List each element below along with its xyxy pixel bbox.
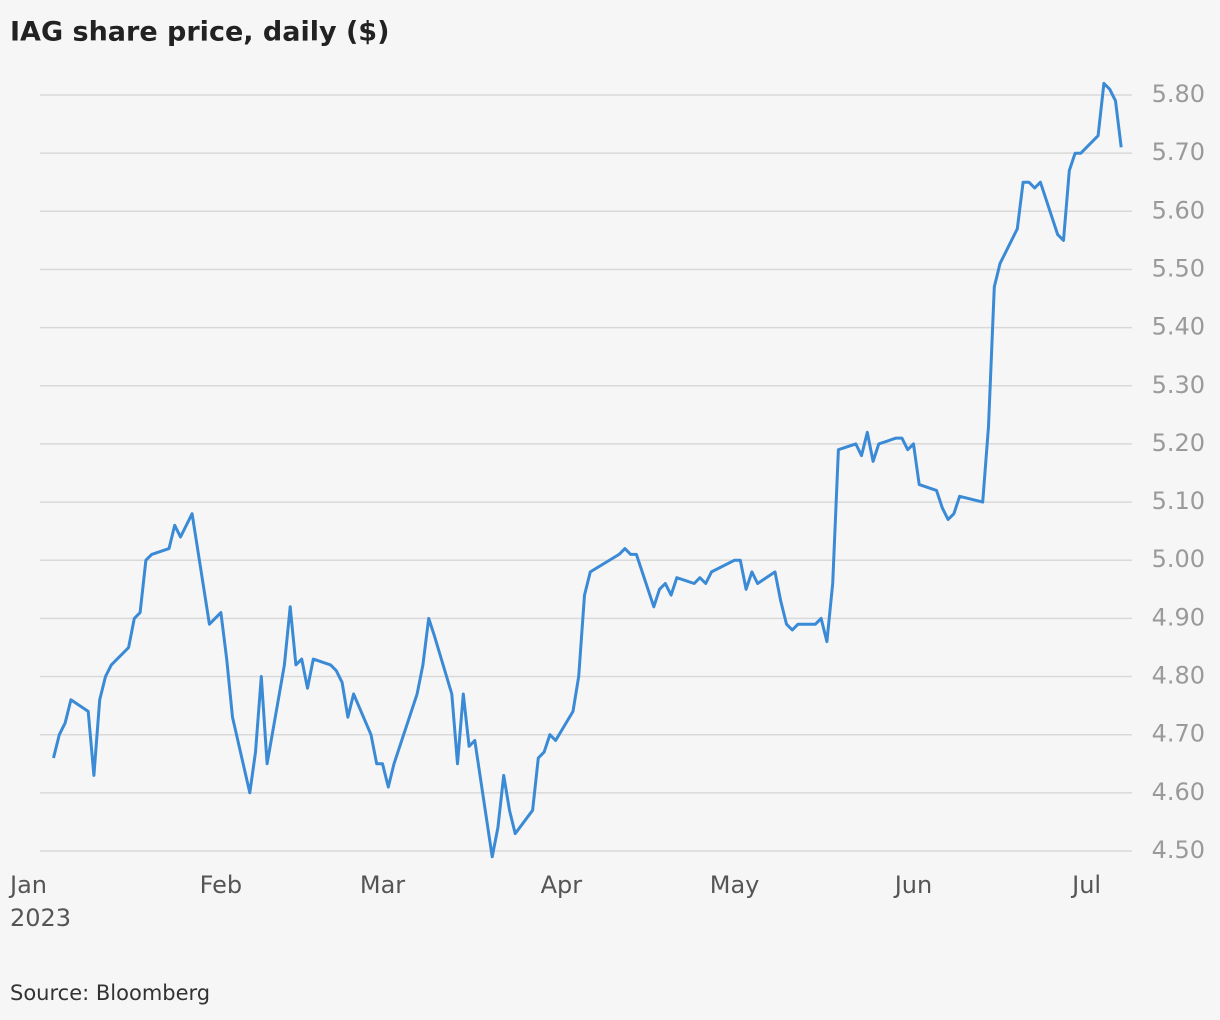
y-tick-label: 4.50 <box>1152 836 1205 864</box>
x-tick-label: Mar <box>360 871 405 899</box>
y-tick-label: 5.70 <box>1152 138 1205 166</box>
y-tick-label: 4.80 <box>1152 662 1205 690</box>
y-tick-label: 5.30 <box>1152 371 1205 399</box>
x-tick-label: Apr <box>541 871 583 899</box>
price-line <box>52 81 1123 859</box>
y-tick-label: 5.40 <box>1152 313 1205 341</box>
x-tick-label: Jul <box>1070 871 1101 899</box>
chart-title: IAG share price, daily ($) <box>10 17 389 48</box>
y-tick-label: 4.70 <box>1152 720 1205 748</box>
y-tick-label: 5.80 <box>1152 80 1205 108</box>
x-tick-label: Jan 2023 <box>8 871 71 932</box>
y-tick-label: 4.60 <box>1152 778 1205 806</box>
y-tick-label: 5.60 <box>1152 196 1205 224</box>
y-tick-label: 5.20 <box>1152 429 1205 457</box>
x-tick-label-line: 2023 <box>10 904 71 932</box>
y-tick-label: 4.90 <box>1152 603 1205 631</box>
x-tick-label: Jun <box>893 871 933 899</box>
source: Source: Bloomberg <box>10 981 210 1005</box>
y-tick-label: 5.50 <box>1152 254 1205 282</box>
x-tick-label: Feb <box>200 871 243 899</box>
y-tick-label: 5.10 <box>1152 487 1205 515</box>
x-tick-label: May <box>710 871 760 899</box>
x-tick-label-line: Jan <box>8 871 47 899</box>
y-tick-label: 5.00 <box>1152 545 1205 573</box>
